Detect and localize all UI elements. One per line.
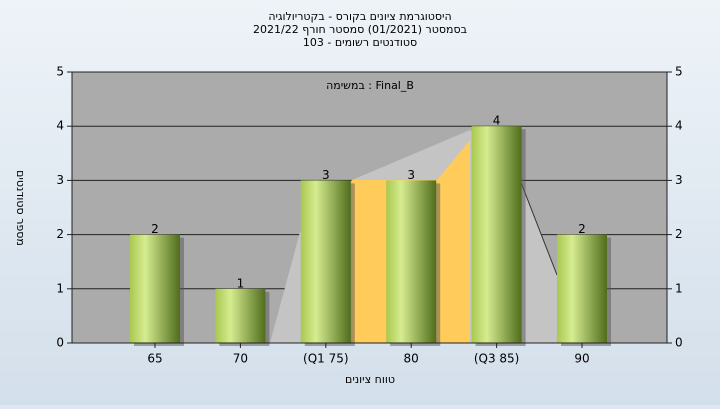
y-tick-label: 3 [56, 173, 64, 187]
value-label: 4 [493, 114, 501, 128]
bar [557, 234, 607, 343]
bar [471, 126, 522, 343]
y2-tick-label: 3 [675, 173, 683, 187]
x-tick-label: 80 [404, 352, 419, 366]
y-tick-label: 5 [56, 65, 64, 79]
value-label: 2 [151, 222, 159, 236]
chart-subtitle: 103 - סטודנטים רשומים [303, 36, 417, 49]
bar [386, 180, 437, 343]
y2-tick-label: 5 [675, 65, 683, 79]
value-label: 3 [322, 168, 330, 182]
y-tick-label: 1 [56, 281, 64, 295]
value-label: 1 [237, 276, 245, 290]
y-axis-label: מספר סטודנטים [14, 170, 27, 246]
annotation: במשימה : Final_B [326, 79, 414, 92]
x-axis-label: טווח ציונים [345, 373, 395, 386]
plot-border [71, 71, 668, 344]
y-tick-label: 2 [56, 227, 64, 241]
y2-tick-label: 1 [675, 281, 683, 295]
y-tick-label: 0 [56, 336, 64, 350]
bar [215, 288, 266, 343]
distribution-line [519, 179, 558, 276]
x-tick-label: (Q1 75) [303, 352, 349, 366]
y-tick-label: 4 [56, 119, 64, 133]
value-label: 2 [578, 222, 586, 236]
x-tick-label: (Q3 85) [474, 352, 520, 366]
value-label: 3 [407, 168, 415, 182]
chart-title: היסטוגרמת ציונים בקורס - בקטריולוגיה [268, 10, 451, 23]
x-tick-label: 90 [574, 352, 589, 366]
bar [300, 180, 351, 343]
y2-tick-label: 4 [675, 119, 683, 133]
x-tick-label: 65 [147, 352, 162, 366]
bar [130, 234, 180, 343]
chart-subtitle: בסמסטר (01/2021) סמסטר חורף 2021/22 [253, 23, 467, 36]
y2-tick-label: 0 [675, 336, 683, 350]
x-tick-label: 70 [233, 352, 248, 366]
y2-tick-label: 2 [675, 227, 683, 241]
